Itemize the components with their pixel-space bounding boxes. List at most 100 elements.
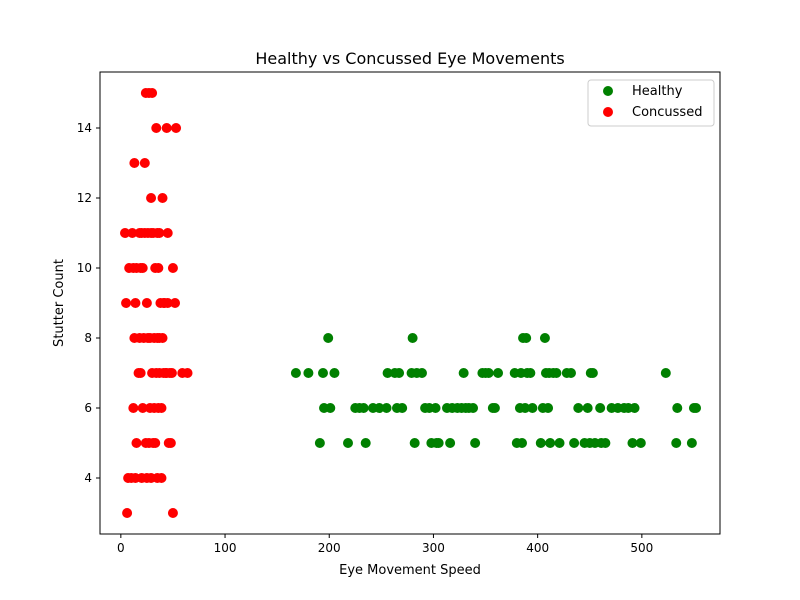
data-point-healthy (635, 438, 646, 448)
data-point-concussed (156, 473, 167, 483)
data-point-healthy (358, 403, 369, 413)
data-point-concussed (128, 403, 139, 413)
data-point-healthy (381, 403, 392, 413)
data-point-concussed (129, 158, 140, 168)
data-point-concussed (131, 438, 142, 448)
data-point-healthy (582, 403, 593, 413)
data-point-healthy (317, 368, 328, 378)
data-point-concussed (167, 508, 178, 518)
y-tick-label: 12 (77, 191, 92, 205)
x-tick-label: 300 (422, 541, 445, 555)
data-point-concussed (153, 263, 164, 273)
data-point-healthy (573, 403, 584, 413)
data-point-concussed (166, 368, 177, 378)
data-point-healthy (374, 403, 385, 413)
y-tick-label: 14 (77, 121, 92, 135)
data-point-concussed (122, 508, 133, 518)
data-point-healthy (587, 368, 598, 378)
data-point-concussed (162, 298, 173, 308)
data-point-healthy (493, 368, 504, 378)
data-point-concussed (150, 438, 161, 448)
legend-marker-concussed (603, 107, 613, 117)
data-point-healthy (551, 368, 562, 378)
data-point-concussed (165, 438, 176, 448)
data-point-concussed (170, 298, 181, 308)
data-point-concussed (127, 228, 138, 238)
x-tick-label: 200 (318, 541, 341, 555)
y-tick-label: 4 (84, 471, 92, 485)
x-axis-ticks: 0 100 200 300 400 500 (117, 534, 653, 555)
legend: Healthy Concussed (587, 79, 715, 127)
data-point-healthy (595, 403, 606, 413)
data-point-concussed (151, 123, 162, 133)
data-point-healthy (627, 438, 638, 448)
data-point-concussed (130, 298, 141, 308)
y-axis-label: Stutter Count (52, 259, 67, 347)
data-point-healthy (407, 333, 418, 343)
data-point-healthy (517, 438, 528, 448)
data-point-healthy (314, 438, 325, 448)
data-point-healthy (470, 438, 481, 448)
data-point-healthy (360, 438, 371, 448)
data-point-healthy (433, 438, 444, 448)
chart-title: Healthy vs Concussed Eye Movements (255, 49, 564, 68)
data-point-healthy (468, 403, 479, 413)
data-point-concussed (162, 228, 173, 238)
legend-label-healthy: Healthy (632, 84, 683, 99)
x-tick-label: 100 (214, 541, 237, 555)
plot-frame (99, 71, 721, 535)
data-point-concussed (156, 403, 167, 413)
data-point-healthy (343, 438, 353, 448)
data-point-healthy (290, 368, 301, 378)
data-point-healthy (489, 403, 500, 413)
data-point-concussed (171, 123, 182, 133)
data-point-concussed (157, 333, 168, 343)
data-point-healthy (382, 368, 393, 378)
data-point-healthy (416, 368, 427, 378)
data-point-healthy (671, 438, 682, 448)
legend-marker-healthy (603, 86, 613, 96)
data-point-healthy (520, 403, 531, 413)
data-point-healthy (629, 403, 640, 413)
y-axis-ticks: 4 6 8 10 12 14 (77, 121, 100, 485)
data-point-concussed (147, 88, 158, 98)
legend-frame (587, 79, 715, 127)
data-point-concussed (137, 263, 148, 273)
data-point-concussed (137, 403, 148, 413)
data-point-healthy (527, 403, 538, 413)
x-tick-label: 500 (630, 541, 653, 555)
data-point-healthy (458, 368, 469, 378)
data-point-healthy (521, 333, 532, 343)
data-point-concussed (157, 193, 168, 203)
data-point-concussed (120, 228, 131, 238)
data-point-healthy (329, 368, 340, 378)
data-point-healthy (525, 368, 536, 378)
data-point-concussed (146, 193, 157, 203)
data-point-healthy (535, 438, 546, 448)
data-point-healthy (409, 438, 420, 448)
data-point-concussed (139, 158, 150, 168)
data-point-healthy (325, 403, 336, 413)
x-tick-label: 400 (526, 541, 549, 555)
data-point-healthy (554, 438, 565, 448)
x-tick-label: 0 (117, 541, 125, 555)
data-point-healthy (691, 403, 702, 413)
legend-label-concussed: Concussed (632, 105, 702, 120)
data-point-healthy (394, 368, 405, 378)
data-point-healthy (672, 403, 683, 413)
data-point-concussed (141, 298, 152, 308)
data-point-concussed (121, 298, 132, 308)
y-tick-label: 8 (84, 331, 92, 345)
data-point-healthy (686, 438, 697, 448)
data-point-concussed (182, 368, 193, 378)
data-point-healthy (445, 438, 456, 448)
data-point-healthy (600, 438, 611, 448)
x-axis-label: Eye Movement Speed (339, 563, 481, 578)
data-point-healthy (483, 368, 494, 378)
y-tick-label: 10 (77, 261, 92, 275)
data-point-healthy (430, 403, 441, 413)
data-point-healthy (545, 438, 556, 448)
points-layer (120, 88, 702, 518)
y-tick-label: 6 (84, 401, 92, 415)
